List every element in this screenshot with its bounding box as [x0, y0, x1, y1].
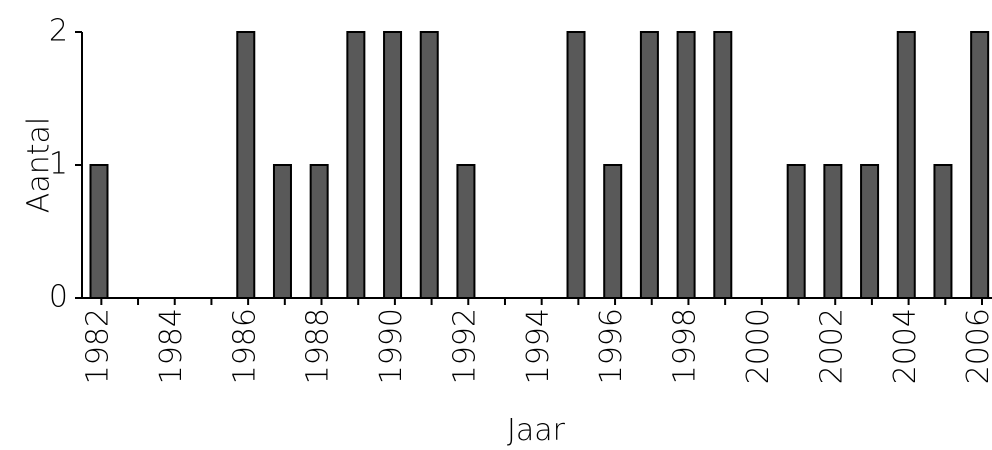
x-tick-label: 2004 — [888, 308, 923, 384]
x-tick-label: 1998 — [668, 308, 703, 384]
x-tick-label: 2006 — [961, 308, 992, 384]
bar-1999 — [713, 31, 733, 299]
bar-1998 — [676, 31, 696, 299]
x-tick-label: 2000 — [741, 308, 776, 384]
x-tick-label: 1994 — [521, 308, 556, 384]
bar-1986 — [236, 31, 256, 299]
x-tick-labels: 1982 1984 1986 1988 1990 1992 1994 1996 1998 2000… — [81, 308, 992, 384]
y-tick-label: 2 — [49, 14, 68, 49]
bar-1992 — [456, 164, 476, 299]
bar-2006 — [970, 31, 990, 299]
x-tick-label: 1992 — [447, 308, 482, 384]
bar-2003 — [860, 164, 880, 299]
x-tick-label: 1990 — [374, 308, 409, 384]
bars — [89, 31, 990, 299]
bar-1988 — [309, 164, 329, 299]
bar-2001 — [786, 164, 806, 299]
y-axis: 0 1 2 — [49, 14, 83, 315]
x-tick-label: 1984 — [154, 308, 189, 384]
x-tick-label: 1988 — [301, 308, 336, 384]
bar-2005 — [933, 164, 953, 299]
bar-2004 — [896, 31, 916, 299]
bar-1995 — [566, 31, 586, 299]
x-tick-label: 2002 — [814, 308, 849, 384]
y-tick-label: 0 — [49, 280, 68, 315]
bar-1991 — [419, 31, 439, 299]
x-axis — [82, 297, 992, 305]
y-tick-label: 1 — [49, 147, 68, 182]
bar-2002 — [823, 164, 843, 299]
x-tick-label: 1996 — [594, 308, 629, 384]
x-tick-label: 1982 — [81, 308, 116, 384]
bar-1982 — [89, 164, 109, 299]
y-axis-title: Aantal — [22, 117, 57, 213]
bar-1990 — [383, 31, 403, 299]
bar-1997 — [639, 31, 659, 299]
x-axis-title: Jaar — [507, 413, 566, 448]
bar-1989 — [346, 31, 366, 299]
bar-1987 — [272, 164, 292, 299]
bar-1996 — [603, 164, 623, 299]
x-tick-label: 1986 — [227, 308, 262, 384]
